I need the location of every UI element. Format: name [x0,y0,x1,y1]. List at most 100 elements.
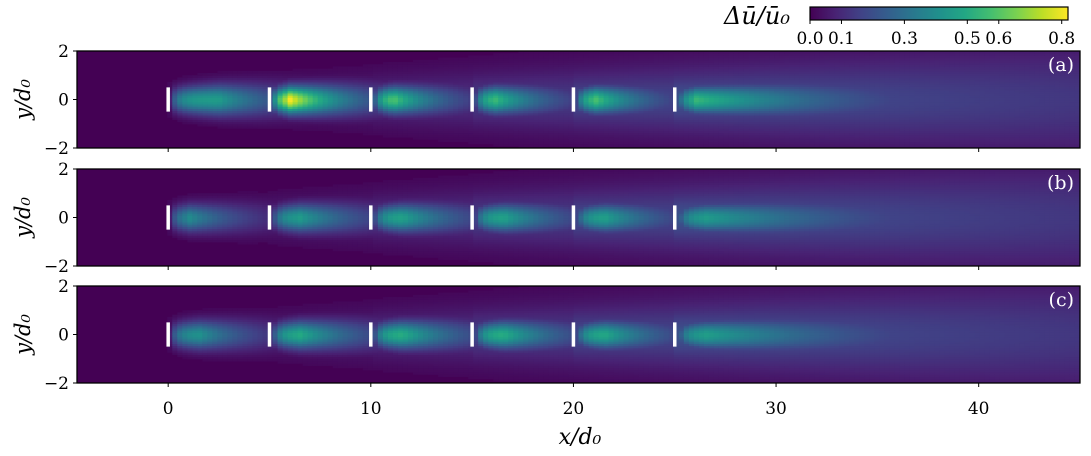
heatmap-cell [453,119,459,123]
heatmap-cell [623,125,630,129]
heatmap-cell [207,75,213,79]
heatmap-cell [698,55,705,59]
heatmap-cell [583,92,590,96]
heatmap-cell [738,112,745,116]
heatmap-cell [367,66,374,70]
heatmap-cell [187,103,193,107]
heatmap-cell [372,106,379,109]
heatmap-cell [618,81,625,85]
heatmap-cell [302,90,309,94]
heatmap-cell [543,73,549,76]
heatmap-cell [774,66,780,70]
heatmap-cell [829,103,835,107]
heatmap-cell [508,134,514,138]
heatmap-cell [257,99,264,103]
heatmap-cell [528,106,534,109]
heatmap-cell [232,101,239,105]
heatmap-cell [678,136,685,140]
heatmap-cell [824,86,830,90]
heatmap-cell [678,79,685,83]
heatmap-cell [804,88,810,92]
heatmap-cell [598,84,605,87]
heatmap-cell [829,53,835,56]
heatmap-cell [563,57,570,61]
heatmap-cell [418,84,424,87]
heatmap-cell [513,73,519,76]
heatmap-cell [302,108,309,112]
heatmap-cell [528,84,534,87]
heatmap-cell [317,95,324,98]
heatmap-cell [387,128,394,131]
heatmap-cell [322,106,329,109]
heatmap-cell [648,130,655,134]
heatmap-cell [643,101,650,105]
heatmap-cell [769,99,775,103]
heatmap-cell [337,119,344,123]
heatmap-cell [367,130,374,134]
heatmap-cell [774,73,780,76]
heatmap-cell [257,84,264,87]
heatmap-cell [583,86,590,90]
heatmap-cell [613,95,620,98]
heatmap-cell [418,59,424,63]
heatmap-cell [508,143,514,147]
heatmap-cell [347,106,354,109]
heatmap-cell [658,117,665,120]
heatmap-cell [247,79,254,83]
heatmap-cell [433,79,439,83]
heatmap-cell [558,130,565,134]
heatmap-cell [653,62,660,65]
heatmap-cell [548,57,555,61]
heatmap-cell [528,81,534,85]
heatmap-cell [202,110,208,114]
heatmap-cell [523,77,529,81]
heatmap-cell [463,90,469,94]
heatmap-cell [824,132,830,136]
heatmap-cell [202,90,208,94]
heatmap-cell [468,121,474,125]
heatmap-cell [789,99,795,103]
heatmap-cell [723,64,730,68]
heatmap-cell [433,106,439,109]
heatmap-cell [774,81,780,85]
heatmap-cell [257,88,264,92]
heatmap-cell [548,55,555,59]
heatmap-cell [608,125,615,129]
heatmap-cell [774,88,780,92]
heatmap-cell [728,139,735,142]
heatmap-cell [718,123,725,127]
heatmap-cell [292,81,299,85]
heatmap-cell [433,73,439,76]
heatmap-cell [819,99,825,103]
heatmap-cell [789,66,795,70]
heatmap-cell [533,88,539,92]
heatmap-cell [683,79,690,83]
heatmap-cell [217,119,224,123]
heatmap-cell [397,106,404,109]
heatmap-cell [784,101,790,105]
heatmap-cell [774,128,780,131]
heatmap-cell [312,79,319,83]
heatmap-cell [613,99,620,103]
heatmap-cell [302,75,309,79]
heatmap-cell [784,66,790,70]
heatmap-cell [804,62,810,65]
heatmap-cell [347,88,354,92]
heatmap-cell [463,128,469,131]
heatmap-cell [443,97,449,101]
heatmap-cell [443,121,449,125]
heatmap-cell [523,73,529,76]
heatmap-cell [774,103,780,107]
heatmap-cell [804,86,810,90]
heatmap-cell [548,117,555,120]
heatmap-cell [598,119,605,123]
heatmap-cell [192,117,198,120]
heatmap-cell [503,73,509,76]
heatmap-cell [498,84,504,87]
heatmap-cell [794,66,800,70]
heatmap-cell [327,81,334,85]
heatmap-cell [728,64,735,68]
heatmap-cell [372,132,379,136]
heatmap-cell [402,130,409,134]
heatmap-cell [392,125,399,129]
